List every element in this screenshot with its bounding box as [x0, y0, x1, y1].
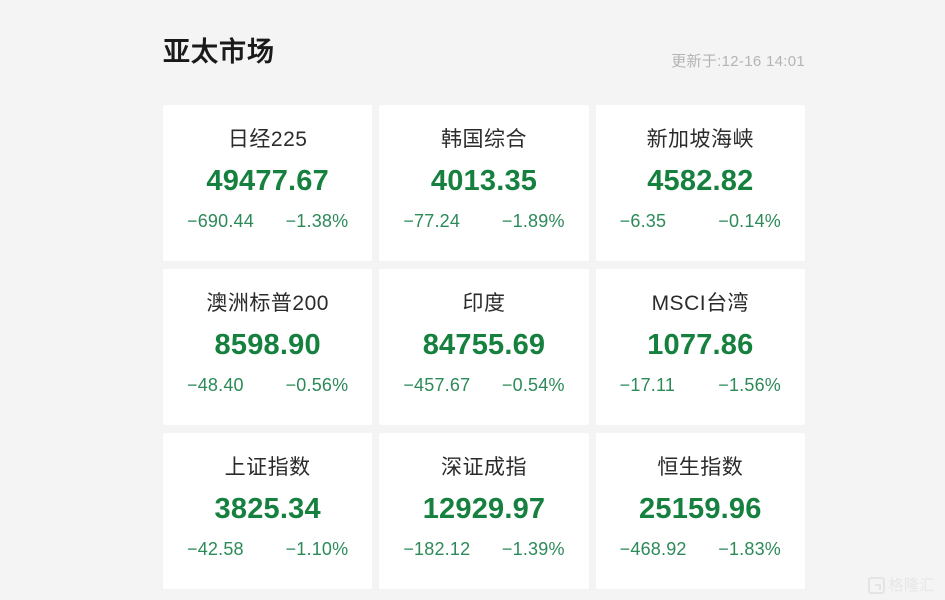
index-card[interactable]: 恒生指数 25159.96 −468.92 −1.83% — [595, 433, 805, 589]
index-change-row: −182.12 −1.39% — [389, 538, 578, 560]
index-name: MSCI台湾 — [651, 292, 750, 315]
watermark: 格隆汇 — [868, 577, 935, 594]
index-change-percent: −0.14% — [718, 210, 781, 231]
page-title: 亚太市场 — [163, 36, 275, 67]
index-change-absolute: −42.58 — [187, 538, 244, 559]
index-name: 韩国综合 — [440, 128, 527, 151]
index-change-percent: −1.10% — [285, 538, 349, 559]
index-card[interactable]: 深证成指 12929.97 −182.12 −1.39% — [379, 433, 589, 589]
index-card[interactable]: 上证指数 3825.34 −42.58 −1.10% — [163, 433, 373, 589]
index-card[interactable]: 韩国综合 4013.35 −77.24 −1.89% — [379, 105, 589, 261]
index-change-row: −468.92 −1.83% — [606, 538, 795, 560]
index-change-percent: −1.56% — [718, 374, 781, 395]
index-price: 4013.35 — [430, 165, 538, 198]
index-price: 25159.96 — [639, 493, 762, 526]
index-change-percent: −1.39% — [501, 538, 565, 559]
watermark-text: 格隆汇 — [888, 577, 935, 594]
index-change-row: −42.58 −1.10% — [173, 538, 362, 560]
index-name: 日经225 — [227, 128, 308, 151]
index-change-absolute: −48.40 — [187, 374, 244, 395]
index-change-absolute: −182.12 — [403, 538, 471, 559]
index-change-absolute: −690.44 — [187, 210, 254, 231]
index-name: 印度 — [462, 292, 506, 315]
index-card[interactable]: 日经225 49477.67 −690.44 −1.38% — [163, 105, 373, 261]
index-price: 3825.34 — [214, 493, 321, 526]
index-change-percent: −1.38% — [285, 210, 349, 231]
index-card[interactable]: 印度 84755.69 −457.67 −0.54% — [379, 269, 589, 425]
index-card[interactable]: MSCI台湾 1077.86 −17.11 −1.56% — [595, 269, 805, 425]
index-change-percent: −0.56% — [285, 374, 349, 395]
index-price: 1077.86 — [647, 329, 754, 362]
index-change-row: −77.24 −1.89% — [389, 210, 578, 232]
index-change-row: −690.44 −1.38% — [173, 210, 362, 232]
index-card[interactable]: 新加坡海峡 4582.82 −6.35 −0.14% — [595, 105, 805, 261]
index-change-absolute: −457.67 — [403, 374, 471, 395]
index-name: 澳洲标普200 — [206, 292, 329, 315]
index-change-row: −6.35 −0.14% — [606, 210, 795, 232]
index-change-percent: −0.54% — [501, 374, 565, 395]
index-card-grid: 日经225 49477.67 −690.44 −1.38% 韩国综合 4013.… — [163, 105, 805, 589]
gelonghui-logo-icon — [868, 577, 886, 594]
index-name: 新加坡海峡 — [646, 128, 755, 151]
index-card[interactable]: 澳洲标普200 8598.90 −48.40 −0.56% — [163, 269, 373, 425]
index-change-row: −17.11 −1.56% — [606, 374, 795, 396]
index-price: 8598.90 — [214, 329, 321, 362]
index-change-row: −457.67 −0.54% — [389, 374, 578, 396]
index-name: 上证指数 — [224, 456, 311, 479]
index-price: 49477.67 — [206, 165, 329, 198]
index-change-absolute: −17.11 — [619, 374, 676, 395]
index-name: 深证成指 — [440, 456, 527, 479]
index-change-absolute: −468.92 — [619, 538, 687, 559]
index-change-percent: −1.83% — [718, 538, 781, 559]
index-price: 12929.97 — [422, 493, 546, 526]
page-header: 亚太市场 更新于:12-16 14:01 — [0, 0, 945, 100]
index-change-absolute: −77.24 — [403, 210, 461, 231]
index-price: 84755.69 — [422, 329, 546, 362]
index-change-absolute: −6.35 — [619, 210, 667, 231]
index-change-percent: −1.89% — [501, 210, 565, 231]
update-timestamp: 更新于:12-16 14:01 — [671, 52, 805, 70]
index-change-row: −48.40 −0.56% — [173, 374, 362, 396]
index-name: 恒生指数 — [657, 456, 744, 479]
index-price: 4582.82 — [647, 165, 754, 198]
